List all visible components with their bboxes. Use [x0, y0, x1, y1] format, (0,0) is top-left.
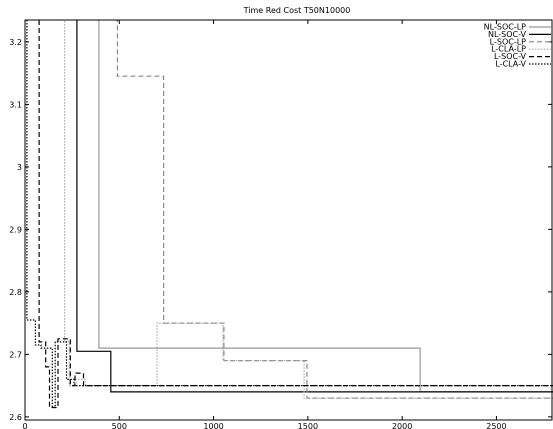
x-axis: 0 500 1000 1500 2000 2500: [22, 20, 507, 429]
chart-title: Time Red Cost T50N10000: [243, 6, 351, 15]
y-axis: 2.6 2.7 2.8 2.9 3 3.1 3.2: [9, 38, 552, 422]
series-line-3: [62, 20, 553, 399]
legend: NL-SOC-LPNL-SOC-VL-SOC-LPL-CLA-LPL-SOC-V…: [484, 23, 551, 69]
y-tick-label: 3.1: [9, 100, 22, 109]
y-tick-label: 2.8: [9, 288, 22, 297]
plot-frame: [24, 19, 553, 421]
y-tick-label: 2.7: [9, 350, 22, 359]
x-tick-label: 2000: [392, 422, 412, 429]
plot-series: [26, 20, 553, 409]
legend-label: L-CLA-V: [495, 60, 526, 69]
x-tick-label: 0: [22, 422, 27, 429]
x-tick-label: 1500: [298, 422, 318, 429]
y-tick-label: 3.2: [9, 38, 22, 47]
legend-label: NL-SOC-V: [488, 30, 527, 39]
legend-label: NL-SOC-LP: [484, 23, 526, 32]
legend-label: L-SOC-LP: [490, 37, 527, 46]
x-tick-label: 500: [112, 422, 127, 429]
series-line-1: [75, 20, 553, 393]
y-tick-label: 3: [17, 163, 22, 172]
series-line-5: [26, 20, 553, 409]
x-tick-label: 1000: [203, 422, 223, 429]
legend-label: L-SOC-V: [494, 52, 527, 61]
series-line-2: [114, 20, 553, 399]
series-line-0: [96, 20, 553, 393]
y-tick-label: 2.6: [9, 413, 22, 422]
y-tick-label: 2.9: [9, 225, 22, 234]
x-tick-label: 2500: [486, 422, 506, 429]
series-line-4: [38, 20, 553, 409]
legend-label: L-CLA-LP: [491, 45, 526, 54]
